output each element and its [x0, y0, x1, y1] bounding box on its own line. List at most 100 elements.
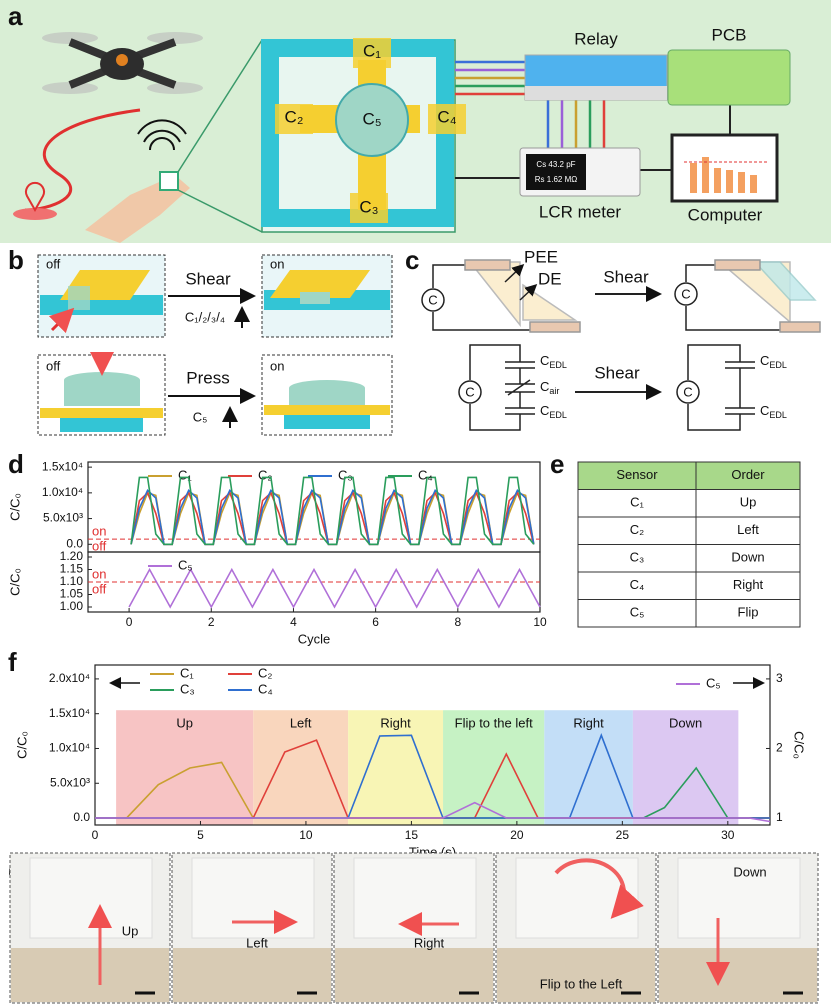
y-tick-label: 1.5x10⁴ [42, 459, 83, 473]
photo-window [353, 857, 477, 939]
y2-tick-label: 1 [776, 810, 783, 824]
source-label: C [428, 292, 437, 307]
layer-label: PEE [524, 247, 558, 266]
legend-label: C₂ [258, 665, 272, 680]
y-tick-label: 5.0x10³ [50, 775, 90, 789]
photo-label: Left [246, 935, 268, 950]
c3-pad [350, 193, 388, 223]
c4-pad [428, 104, 466, 134]
photo-label: Down [733, 864, 766, 879]
y-axis-label: C/C₀ [7, 568, 22, 596]
panel-letter: f [8, 647, 17, 677]
threshold-label: on [92, 566, 106, 581]
y-tick-label: 0.0 [66, 536, 83, 550]
x-tick-label: 8 [454, 615, 461, 629]
panel-c [421, 259, 821, 431]
table-text: C₃ [630, 550, 645, 565]
x-tick-label: 4 [290, 615, 297, 629]
y2-axis-label: C/C₀ [792, 731, 807, 759]
c5-pad [335, 83, 409, 157]
state-label: on [270, 256, 284, 271]
legend-label: C₅ [706, 675, 721, 690]
action-label: Shear [603, 267, 649, 286]
lcr-label: LCR meter [539, 202, 622, 221]
region [253, 710, 349, 825]
table-cell [577, 461, 697, 490]
relay-label: Relay [574, 29, 618, 48]
x-tick-label: 10 [533, 615, 547, 629]
wifi [137, 119, 187, 151]
table-cell [695, 599, 801, 628]
x-tick-label: 6 [372, 615, 379, 629]
sensor-label: C₄ [437, 107, 456, 126]
region-label: Right [380, 716, 411, 731]
photo-window [515, 857, 639, 939]
region [348, 710, 444, 825]
x-tick-label: 20 [510, 828, 524, 842]
x-tick-label: 0 [126, 615, 133, 629]
panel-b: off Shear C₁/₂/₃/₄ on off Press C₅ on [37, 254, 393, 436]
y-tick-label: 1.05 [60, 587, 84, 601]
y-tick-label: 1.00 [60, 599, 84, 613]
x-tick-label: 30 [721, 828, 735, 842]
table-cell [695, 571, 801, 600]
source-label: C [681, 286, 690, 301]
sensor-label: C₁ [363, 41, 381, 60]
state-label: off [46, 358, 61, 373]
computer-bars [690, 157, 757, 193]
y-tick-label: 1.15 [60, 562, 84, 576]
pin-base [13, 208, 57, 220]
threshold-label: off [92, 539, 107, 554]
region-label: Up [176, 716, 193, 731]
zoom-lines [177, 39, 263, 233]
region-label: Left [290, 716, 312, 731]
region-label: Down [669, 716, 702, 731]
sensor-label: C₃ [359, 197, 378, 216]
table-text: Flip [738, 605, 759, 620]
pcb [667, 49, 791, 106]
drone [42, 32, 203, 94]
panel-a: C₁ C₂ C₃ C₄ C₅ Relay PCB Cs 43.2 pF Rs 1… [0, 0, 831, 243]
sensor-label: C₅ [362, 109, 381, 128]
table-text: Up [740, 495, 757, 510]
table-text: Left [737, 522, 759, 537]
panel-letter: e [550, 449, 564, 479]
panel-letter: c [405, 245, 419, 275]
wrist-sensor [159, 171, 179, 191]
photo-label: Flip to the Left [540, 976, 623, 991]
y-tick-label: 2.0x10⁴ [49, 671, 90, 685]
sensor-label: C₅ [193, 409, 208, 424]
relay-terminals [525, 86, 667, 100]
action-label: Press [186, 368, 229, 387]
table-cell [577, 516, 697, 545]
legend-label: C₂ [258, 467, 272, 482]
table-text: C₁ [630, 495, 644, 510]
x-tick-label: 15 [405, 828, 419, 842]
table-cell [695, 516, 801, 545]
y-axis-label: C/C₀ [14, 731, 29, 759]
threshold-label: off [92, 581, 107, 596]
layer-label: DE [538, 269, 562, 288]
pin [25, 181, 45, 213]
table-header: Order [731, 467, 765, 482]
cap-label: CEDL [760, 403, 787, 420]
lcr-screen [526, 154, 586, 190]
computer [670, 133, 779, 203]
legend-label: C₄ [258, 681, 273, 696]
region-label: Flip to the left [455, 716, 533, 731]
y-tick-label: 1.0x10⁴ [42, 485, 83, 499]
cap-label: Cair [540, 379, 559, 396]
lcr-display: Cs 43.2 pF [536, 160, 575, 169]
y-tick-label: 1.5x10⁴ [49, 706, 90, 720]
x-tick-label: 2 [208, 615, 215, 629]
legend-label: C₃ [338, 467, 353, 482]
x-tick-label: 25 [616, 828, 630, 842]
region-label: Right [573, 716, 604, 731]
table-text: Down [731, 550, 764, 565]
sensor-label: C₁/₂/₃/₄ [185, 309, 225, 324]
cap-label: CEDL [760, 353, 787, 370]
table-cell [695, 461, 801, 490]
source-label: C [465, 384, 474, 399]
